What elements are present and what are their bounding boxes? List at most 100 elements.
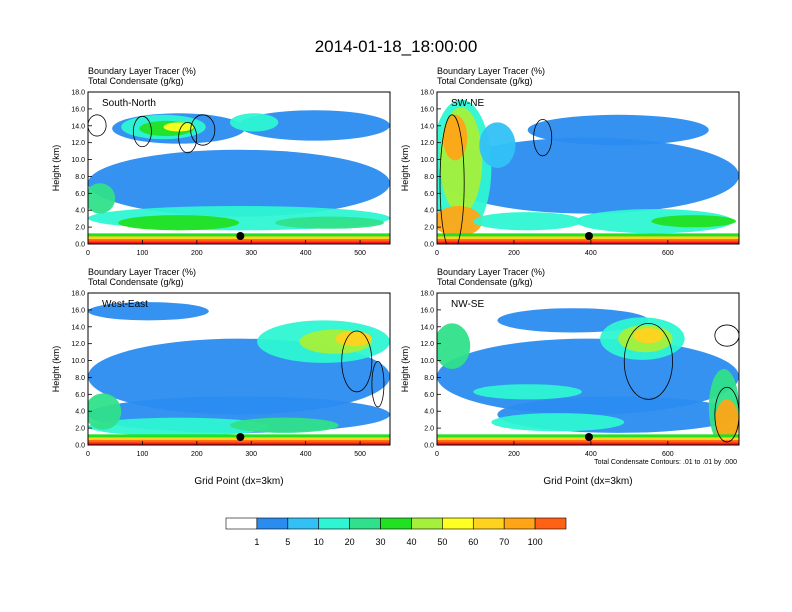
y-tick-label: 0.0 (75, 242, 85, 249)
field-region (437, 206, 483, 237)
panel-SW-NE: Boundary Layer Tracer (%)Total Condensat… (400, 66, 740, 257)
field-region (714, 399, 739, 445)
y-tick-label: 18.0 (71, 291, 85, 298)
y-tick-label: 2.0 (424, 426, 434, 433)
x-tick-label: 400 (300, 250, 312, 257)
y-axis-label: Height (km) (51, 145, 61, 192)
field-region (229, 113, 279, 132)
boundary-layer-band (88, 241, 390, 244)
x-tick-label: 200 (191, 250, 203, 257)
colorbar-swatch (380, 517, 412, 530)
x-tick-label: 500 (354, 250, 366, 257)
cross-section-label: West-East (102, 299, 148, 310)
plot-area (437, 293, 739, 445)
field-region (229, 417, 339, 433)
colorbar-swatch (442, 517, 474, 530)
plot-frame (436, 292, 740, 446)
colorbar-label: 10 (314, 537, 324, 547)
field-region (118, 215, 239, 231)
boundary-layer-band (437, 442, 739, 445)
x-tick-label: 200 (508, 250, 520, 257)
x-tick-label: 500 (354, 451, 366, 458)
x-tick-label: 100 (137, 451, 149, 458)
y-tick-label: 10.0 (71, 157, 85, 164)
plot-frame (87, 292, 391, 446)
y-tick-label: 12.0 (420, 140, 434, 147)
colorbar-swatch (472, 517, 505, 530)
colorbar-label: 70 (499, 537, 509, 547)
field-region (479, 122, 516, 168)
colorbar-label: 30 (376, 537, 386, 547)
field-region (651, 215, 736, 228)
colorbar: 1 5 10 20 30 40 50 60 70 100 (225, 517, 567, 547)
x-tick-label: 300 (245, 250, 257, 257)
y-tick-label: 18.0 (71, 90, 85, 97)
panel-title-line: Boundary Layer Tracer (%) (88, 66, 196, 76)
y-tick-label: 10.0 (71, 358, 85, 365)
colorbar-swatch (503, 517, 536, 530)
field-region (239, 110, 390, 141)
condensate-contour (132, 115, 152, 148)
field-region (88, 393, 122, 430)
panel-title-line: Boundary Layer Tracer (%) (88, 267, 196, 277)
panel-NW-SE: Boundary Layer Tracer (%)Total Condensat… (400, 267, 740, 487)
condensate-contour (623, 322, 673, 400)
colorbar-swatch (225, 517, 258, 530)
cross-section-label: SW-NE (451, 98, 484, 109)
condensate-contour (88, 114, 107, 137)
y-tick-label: 14.0 (420, 123, 434, 130)
y-tick-label: 8.0 (424, 375, 434, 382)
y-tick-label: 12.0 (71, 140, 85, 147)
y-tick-label: 18.0 (420, 90, 434, 97)
y-tick-label: 16.0 (420, 106, 434, 113)
field-region (275, 216, 384, 229)
x-axis-label: Grid Point (dx=3km) (194, 476, 283, 487)
y-tick-label: 18.0 (420, 291, 434, 298)
panel-title-line: Total Condensate (g/kg) (437, 76, 533, 86)
plot-area (437, 92, 739, 244)
colorbar-swatch (349, 517, 381, 530)
x-tick-label: 400 (585, 451, 597, 458)
colorbar-label: 20 (345, 537, 355, 547)
y-tick-label: 4.0 (424, 208, 434, 215)
colorbar-label: 60 (468, 537, 478, 547)
y-tick-label: 6.0 (424, 392, 434, 399)
field-region (491, 413, 625, 432)
field-region (88, 417, 270, 436)
y-tick-label: 14.0 (71, 123, 85, 130)
x-tick-label: 0 (86, 451, 90, 458)
field-region (473, 384, 582, 400)
colorbar-swatch (287, 517, 320, 530)
x-axis-label: Grid Point (dx=3km) (543, 476, 632, 487)
condensate-contour (371, 361, 385, 408)
y-axis-label: Height (km) (51, 346, 61, 393)
field-region (527, 114, 709, 146)
y-tick-label: 2.0 (424, 225, 434, 232)
y-tick-label: 16.0 (420, 307, 434, 314)
panel-title-line: Total Condensate (g/kg) (88, 277, 184, 287)
colorbar-label: 50 (437, 537, 447, 547)
boundary-layer-band (88, 442, 390, 445)
condensate-contour (341, 330, 373, 393)
x-tick-label: 100 (137, 250, 149, 257)
y-tick-label: 2.0 (75, 225, 85, 232)
colorbar-swatch (256, 517, 289, 530)
field-region (88, 149, 390, 217)
y-tick-label: 8.0 (424, 174, 434, 181)
colorbar-label: 5 (285, 537, 290, 547)
y-tick-label: 0.0 (424, 443, 434, 450)
location-marker (584, 232, 593, 240)
x-tick-label: 0 (435, 250, 439, 257)
contour-footnote: Total Condensate Contours: .01 to .01 by… (594, 459, 737, 466)
field-region (443, 114, 468, 161)
x-tick-label: 0 (86, 250, 90, 257)
condensate-contour (178, 122, 198, 154)
y-tick-label: 16.0 (71, 106, 85, 113)
colorbar-swatch (411, 517, 443, 530)
y-tick-label: 4.0 (75, 409, 85, 416)
x-tick-label: 600 (662, 451, 674, 458)
field-region (163, 122, 194, 132)
field-region (88, 302, 209, 321)
x-tick-label: 200 (191, 451, 203, 458)
x-tick-label: 400 (300, 451, 312, 458)
